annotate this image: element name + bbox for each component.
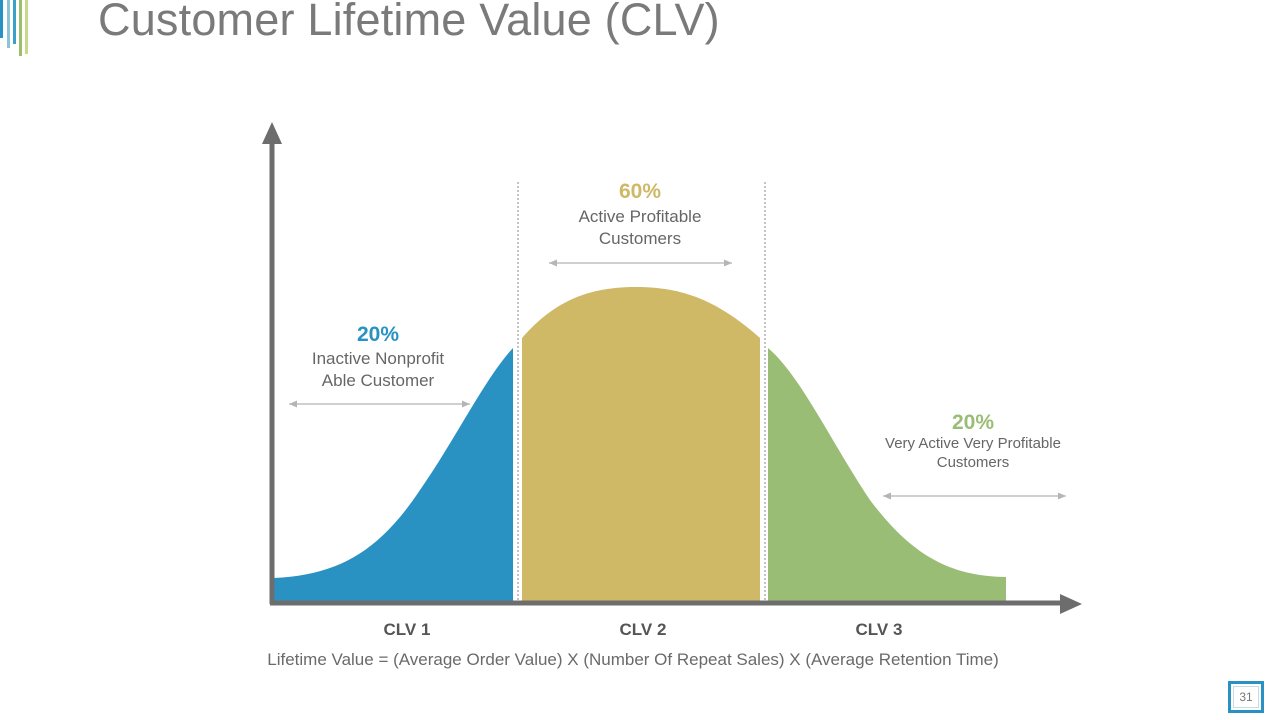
segment-3-desc-line2: Customers (937, 454, 1010, 471)
segment-2-desc-line1: Active Profitable (579, 207, 702, 226)
decor-bar (25, 0, 28, 54)
decor-bar (19, 0, 22, 56)
segment-1-desc-line1: Inactive Nonprofit (312, 349, 445, 368)
segment-1-desc-line2: Able Customer (322, 371, 435, 390)
segment-3-desc-line1: Very Active Very Profitable (885, 435, 1061, 452)
y-axis-arrowhead (262, 122, 282, 144)
clv-1-label: CLV 1 (384, 620, 431, 639)
segment-3-percent: 20% (952, 411, 994, 434)
segment-3-area (768, 348, 1006, 602)
page-number: 31 (1233, 686, 1259, 708)
decor-bar (7, 0, 10, 48)
slide-title: Customer Lifetime Value (CLV) (98, 0, 720, 45)
segment-2-percent: 60% (619, 180, 661, 203)
segment-2-desc-line2: Customers (599, 229, 681, 248)
x-axis-arrowhead (1060, 594, 1082, 614)
clv-2-label: CLV 2 (620, 620, 667, 639)
decor-bar (13, 0, 16, 44)
clv-formula: Lifetime Value = (Average Order Value) X… (267, 650, 999, 669)
decor-bar (0, 0, 3, 38)
segment-1-area (274, 348, 513, 602)
clv-3-label: CLV 3 (856, 620, 903, 639)
segment-1-percent: 20% (357, 323, 399, 346)
page-number-badge: 31 (1228, 681, 1264, 713)
segment-2-area (522, 287, 760, 602)
